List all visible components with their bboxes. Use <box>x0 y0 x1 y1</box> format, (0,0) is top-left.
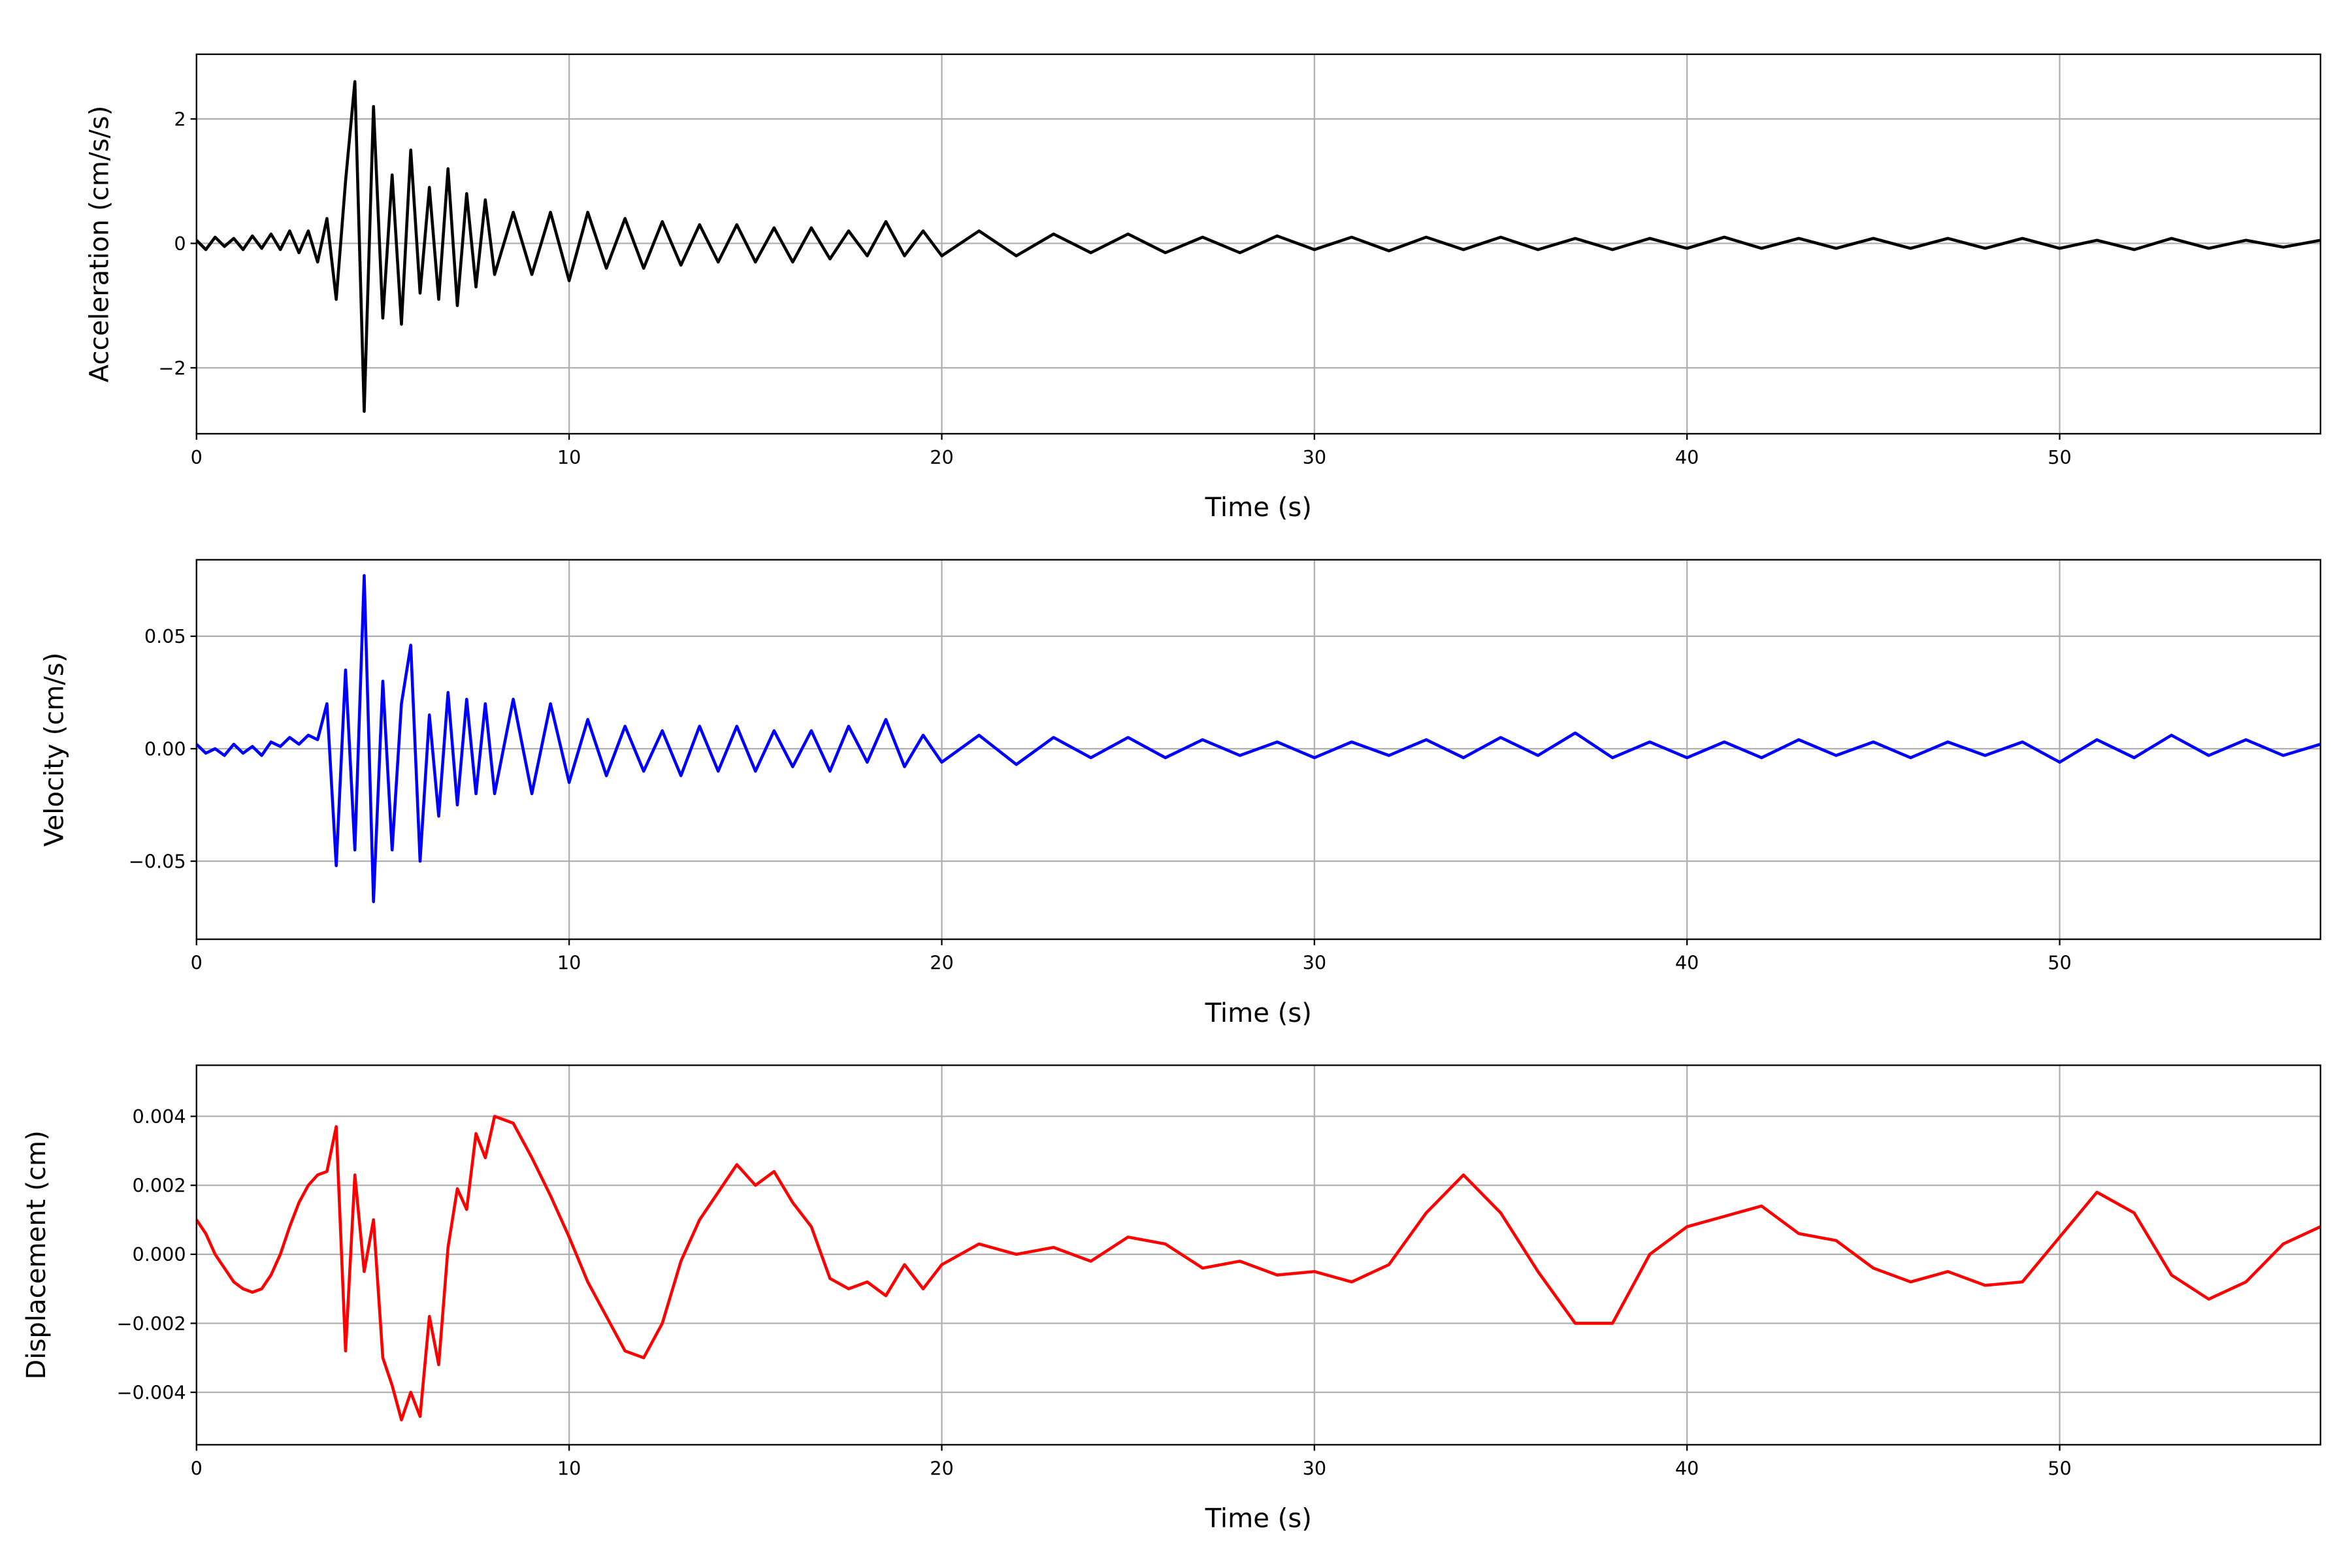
x-tick-label: 30 <box>1303 952 1327 974</box>
x-tick-label: 20 <box>930 952 954 974</box>
x-tick-label: 0 <box>191 952 203 974</box>
x-tick-label: 50 <box>2048 1457 2072 1479</box>
axes-frame <box>195 53 2321 435</box>
x-tick-label: 40 <box>1675 1457 1699 1479</box>
x-tick-label: 40 <box>1675 446 1699 468</box>
x-axis-label: Time (s) <box>1205 998 1312 1028</box>
y-tick-label: −2 <box>158 357 186 379</box>
y-axis-label: Acceleration (cm/s/s) <box>84 106 114 383</box>
x-tick-label: 20 <box>930 1457 954 1479</box>
x-tick-label: 0 <box>191 1457 203 1479</box>
y-axis-label: Velocity (cm/s) <box>39 653 69 847</box>
y-tick-label: −0.004 <box>117 1381 186 1403</box>
x-tick-label: 10 <box>557 952 581 974</box>
x-tick-label: 30 <box>1303 446 1327 468</box>
x-tick-label: 50 <box>2048 952 2072 974</box>
y-tick-label: 2 <box>174 108 186 130</box>
data-line <box>196 574 2321 904</box>
y-tick-label: 0.002 <box>133 1175 186 1197</box>
y-tick-label: 0.004 <box>133 1105 186 1128</box>
y-axis-label: Displacement (cm) <box>22 1130 52 1379</box>
y-tick-label: 0.00 <box>144 738 186 760</box>
x-axis-label: Time (s) <box>1205 1504 1312 1534</box>
x-tick-label: 20 <box>930 446 954 468</box>
y-tick-label: −0.05 <box>129 850 186 872</box>
x-axis-label: Time (s) <box>1205 493 1312 523</box>
y-tick-label: 0 <box>174 233 186 255</box>
x-tick-label: 10 <box>557 446 581 468</box>
x-tick-label: 30 <box>1303 1457 1327 1479</box>
x-tick-label: 50 <box>2048 446 2072 468</box>
x-tick-label: 10 <box>557 1457 581 1479</box>
axes-frame <box>195 559 2321 940</box>
y-tick-label: −0.002 <box>117 1313 186 1335</box>
data-line <box>196 1115 2321 1422</box>
y-tick-label: 0.05 <box>144 625 186 647</box>
y-tick-label: 0.000 <box>133 1243 186 1266</box>
axes-frame <box>195 1064 2321 1446</box>
x-tick-label: 40 <box>1675 952 1699 974</box>
x-tick-label: 0 <box>191 446 203 468</box>
data-line <box>196 80 2321 413</box>
